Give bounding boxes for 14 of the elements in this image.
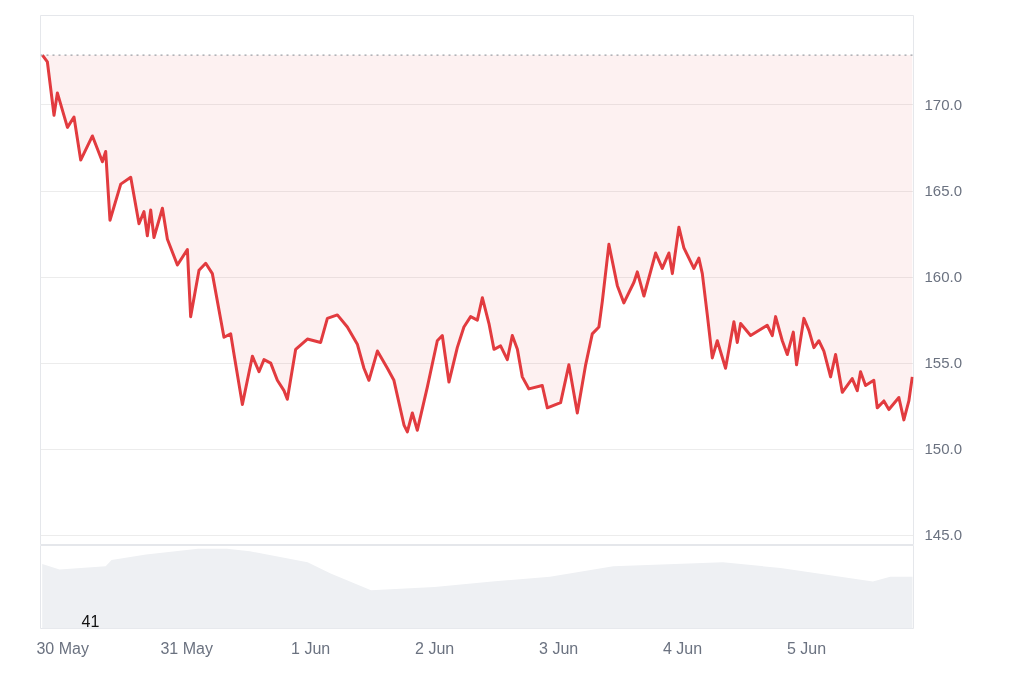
y-tick-label: 160.0 — [924, 268, 963, 286]
x-tick-label: 4 Jun — [663, 639, 703, 657]
x-tick-label: 5 Jun — [787, 639, 827, 657]
y-tick-label: 170.0 — [924, 95, 963, 113]
x-tick-label: 30 May — [36, 639, 89, 657]
x-tick-label: 31 May — [160, 639, 213, 657]
y-tick-label: 150.0 — [924, 440, 963, 458]
x-tick-label: 2 Jun — [415, 639, 455, 657]
y-tick-label: 155.0 — [924, 354, 963, 372]
x-tick-label: 3 Jun — [539, 639, 579, 657]
x-tick-label: 1 Jun — [291, 639, 331, 657]
y-tick-label: 145.0 — [924, 526, 963, 544]
y-tick-label: 165.0 — [924, 182, 963, 200]
annotation: 41 — [81, 612, 100, 630]
